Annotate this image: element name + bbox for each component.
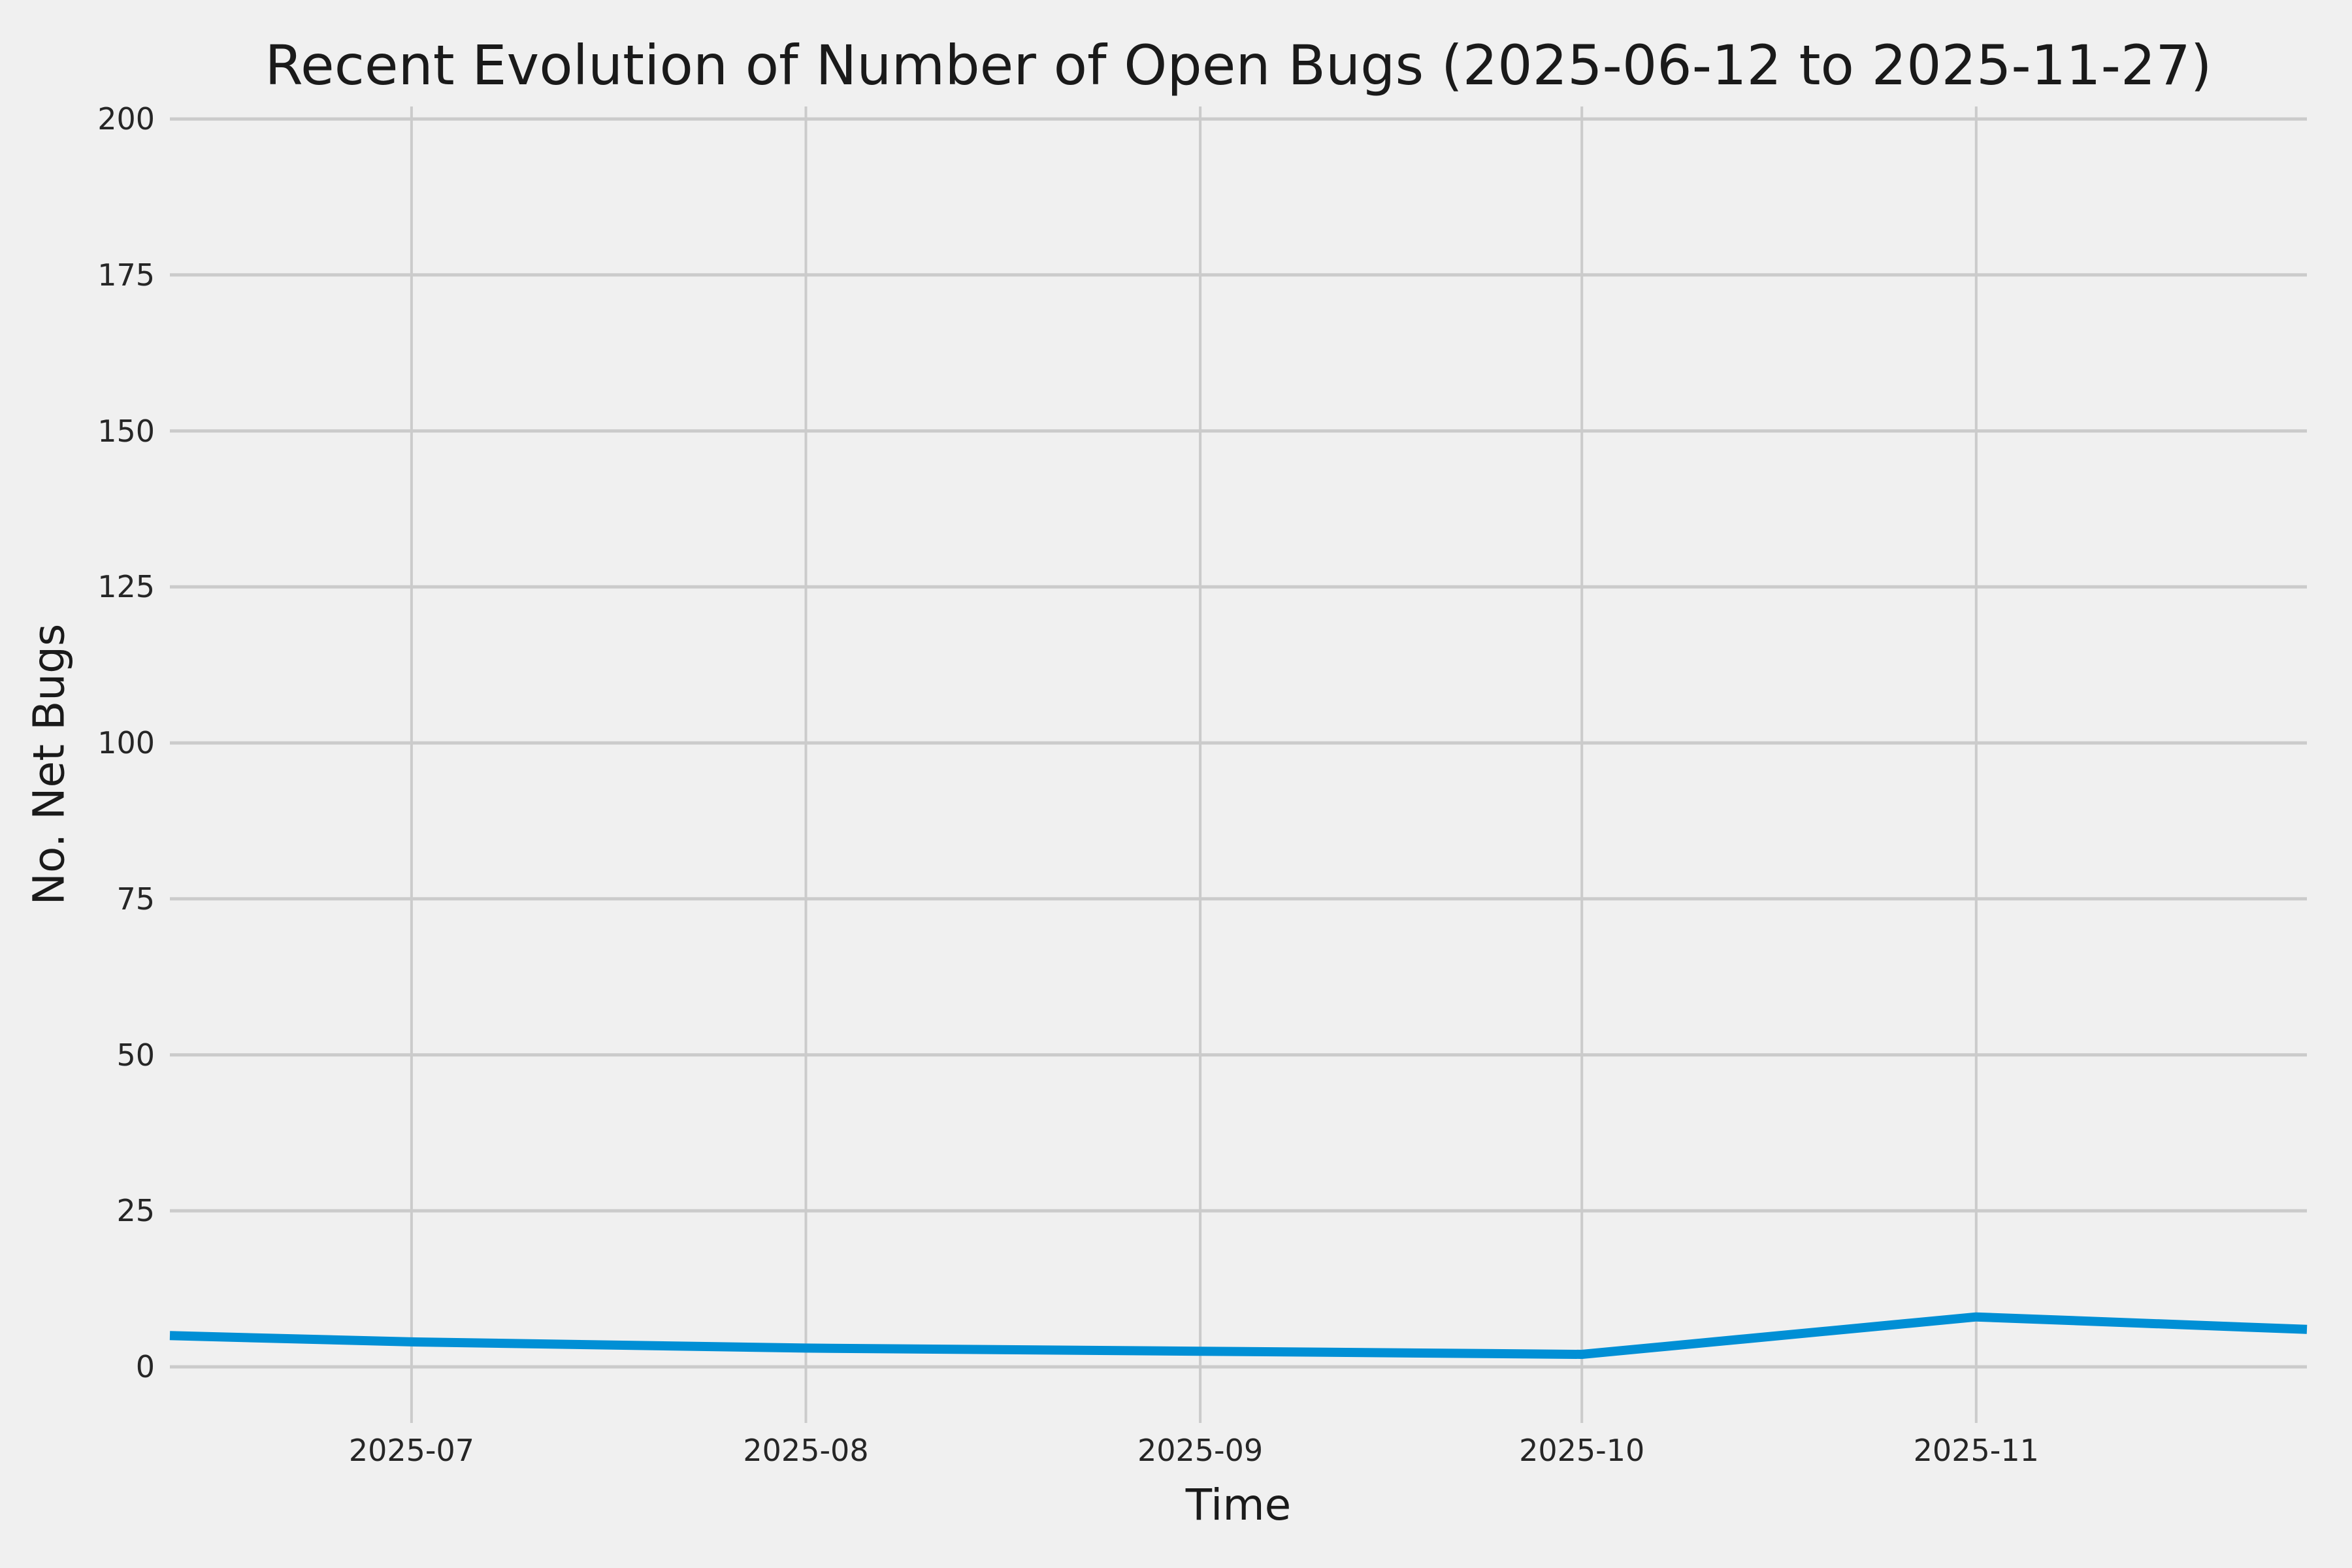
y-tick-label: 200 — [97, 101, 155, 137]
x-tick-label: 2025-08 — [743, 1433, 869, 1468]
y-tick-label: 25 — [116, 1193, 155, 1229]
grid-horizontal — [170, 117, 2307, 1369]
y-tick-label: 75 — [116, 881, 155, 917]
x-tick-label: 2025-09 — [1137, 1433, 1264, 1468]
x-axis-label: Time — [1185, 1480, 1292, 1530]
grid-vertical — [410, 106, 1978, 1423]
x-tick-label: 2025-10 — [1519, 1433, 1645, 1468]
x-tick-label: 2025-11 — [1913, 1433, 2039, 1468]
y-tick-label: 50 — [116, 1037, 155, 1073]
y-tick-label: 175 — [97, 257, 155, 293]
y-tick-label: 150 — [97, 413, 155, 449]
x-tick-label: 2025-07 — [348, 1433, 475, 1468]
y-tick-label: 0 — [135, 1349, 155, 1385]
y-tick-label: 100 — [97, 725, 155, 761]
y-tick-label: 125 — [97, 569, 155, 605]
open-bugs-line — [169, 1312, 2308, 1359]
y-axis-label: No. Net Bugs — [24, 623, 74, 906]
chart-title: Recent Evolution of Number of Open Bugs … — [265, 33, 2212, 97]
series-lines — [169, 1312, 2308, 1359]
